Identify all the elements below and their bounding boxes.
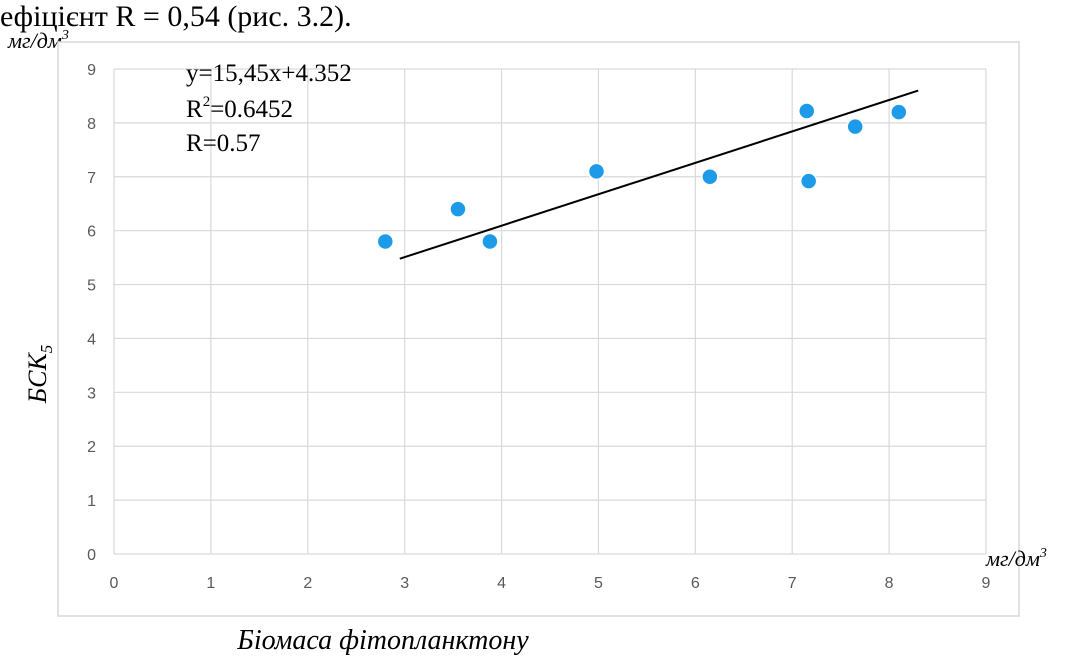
x-tick-label: 1 [206,575,215,592]
y-unit-label: мг/дм3 [7,28,69,53]
x-tick-label: 3 [400,575,409,592]
data-point [799,172,818,190]
x-axis-label: Біомаса фітопланктону [236,625,529,656]
y-tick-label: 1 [87,493,96,510]
trendline-layer [399,89,919,260]
y-tick-label: 7 [87,170,96,187]
data-point [376,232,395,251]
x-tick-label: 0 [110,575,119,592]
data-point [449,200,467,218]
y-tick-label: 3 [87,385,96,402]
data-point [587,162,606,181]
x-tick-label: 7 [788,575,797,592]
y-tick-label: 2 [87,439,96,456]
data-point [481,232,499,251]
data-point [846,117,864,136]
data-points [376,102,908,251]
equation-annotation: y=15,45x+4.352 [186,60,352,87]
x-unit-label: мг/дм3 [985,546,1047,571]
grid-lines [113,68,987,555]
r-squared-annotation: R2=0.6452 [186,94,293,123]
x-tick-label: 6 [691,575,700,592]
trendline [399,89,919,260]
data-point [701,168,719,186]
data-point [890,103,908,121]
data-point [798,102,816,120]
chart-frame [57,41,1020,617]
r-annotation: R=0.57 [186,130,261,157]
y-tick-label: 8 [87,116,96,133]
y-tick-label: 0 [87,547,96,564]
y-axis-label: БСК5 [23,345,56,404]
y-tick-label: 9 [87,62,96,79]
y-tick-label: 4 [87,331,96,348]
x-tick-label: 4 [497,575,506,592]
x-tick-label: 9 [982,575,991,592]
x-tick-label: 5 [594,575,603,592]
x-tick-label: 2 [303,575,312,592]
y-tick-label: 6 [87,224,96,241]
y-tick-label: 5 [87,278,96,295]
header-text: ефіцієнт R = 0,54 (рис. 3.2). [0,0,352,33]
x-tick-label: 8 [885,575,894,592]
tick-labels: 0 1 2 3 4 5 6 7 8 9 0 1 2 3 4 5 6 7 8 9 [87,62,990,592]
